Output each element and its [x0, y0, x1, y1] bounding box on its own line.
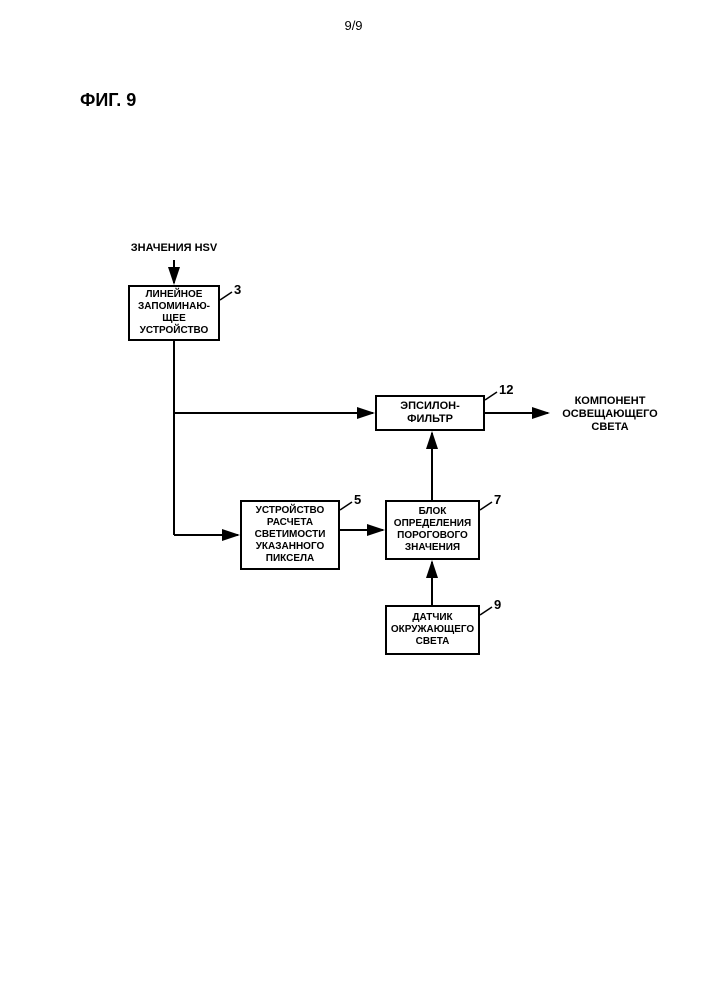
node-threshold-determiner: БЛОК ОПРЕДЕЛЕНИЯ ПОРОГОВОГО ЗНАЧЕНИЯ	[385, 500, 480, 560]
ref-5: 5	[354, 492, 361, 507]
ref-7: 7	[494, 492, 501, 507]
node-ambient-sensor: ДАТЧИК ОКРУЖАЮЩЕГО СВЕТА	[385, 605, 480, 655]
node-luminance-calc: УСТРОЙСТВО РАСЧЕТА СВЕТИМОСТИ УКАЗАННОГО…	[240, 500, 340, 570]
node-epsilon-filter: ЭПСИЛОН- ФИЛЬТР	[375, 395, 485, 431]
output-label: КОМПОНЕНТ ОСВЕЩАЮЩЕГО СВЕТА	[555, 395, 665, 435]
ref-3: 3	[234, 282, 241, 297]
flowchart-diagram: ЗНАЧЕНИЯ HSV ЛИНЕЙНОЕ ЗАПОМИНАЮ- ЩЕЕ УСТ…	[0, 200, 707, 900]
page-number: 9/9	[344, 18, 362, 33]
figure-title: ФИГ. 9	[80, 90, 136, 111]
connector-lines	[0, 200, 707, 900]
input-label: ЗНАЧЕНИЯ HSV	[110, 242, 238, 255]
ref-9: 9	[494, 597, 501, 612]
node-line-memory: ЛИНЕЙНОЕ ЗАПОМИНАЮ- ЩЕЕ УСТРОЙСТВО	[128, 285, 220, 341]
ref-12: 12	[499, 382, 513, 397]
